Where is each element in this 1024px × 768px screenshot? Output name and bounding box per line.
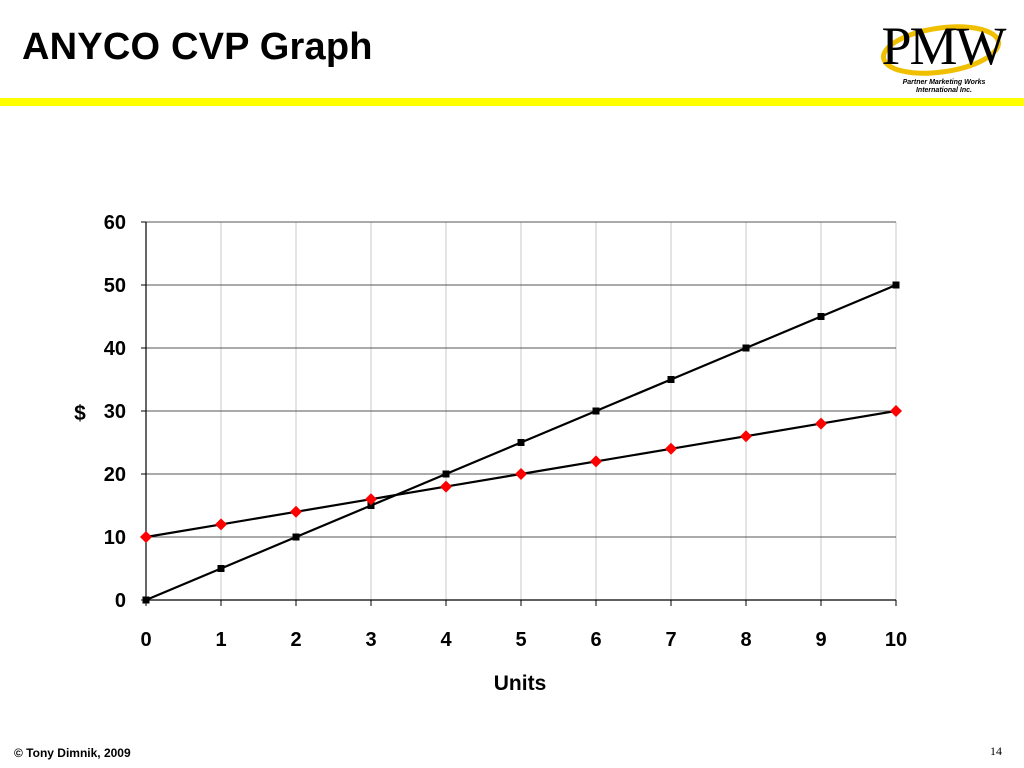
series-1-point [742,344,750,352]
logo-caption: Partner Marketing Works International In… [884,79,1004,95]
x-tick-label: 7 [665,629,676,651]
pmw-logo: PMW [880,16,1008,76]
x-tick-label: 5 [515,629,526,651]
series-1-point [592,407,600,415]
title-underline [0,98,1024,106]
chart-axes [141,221,897,606]
series-2-point [515,468,527,480]
y-tick-label: 0 [115,590,126,612]
series-2-point [290,505,302,518]
page-number: 14 [990,744,1002,758]
series-1-point [892,281,900,289]
x-tick-label: 6 [590,629,601,651]
series-2-point [740,430,752,443]
slide-title: ANYCO CVP Graph [22,26,373,68]
logo-caption-line2: International Inc. [915,87,972,94]
chart-series-markers [140,281,902,604]
logo-ring [880,24,1002,76]
x-tick-label: 9 [815,629,826,651]
series-2-point [890,405,902,417]
chart-grid [146,221,897,600]
x-tick-label: 4 [440,629,452,651]
series-2-point [815,417,827,430]
series-1-point [217,565,225,572]
x-tick-label: 1 [215,629,226,651]
y-tick-label: 50 [104,275,126,297]
series-1-point [517,439,525,446]
series-2-point [590,455,602,468]
x-tick-label: 10 [885,629,907,651]
series-2-point [215,518,227,531]
logo-mark: PMW [881,16,1006,76]
y-tick-label: 40 [104,338,126,360]
series-1-point [292,533,300,541]
x-tick-label: 0 [140,629,151,651]
chart-tick-labels: 0 10 20 30 40 50 60 0 1 2 3 4 5 6 7 8 9 10 [104,212,907,651]
x-tick-label: 8 [740,629,751,651]
x-tick-label: 2 [290,629,301,651]
series-1-point [817,313,825,320]
y-axis-title: $ [74,402,86,425]
y-tick-label: 20 [104,464,126,486]
series-1-point [142,596,150,604]
copyright-notice: © Tony Dimnik, 2009 [14,746,131,760]
y-tick-label: 10 [104,527,126,549]
y-tick-label: 30 [104,401,126,423]
x-axis-title: Units [494,672,547,695]
y-tick-label: 60 [104,212,126,234]
x-tick-label: 3 [365,629,376,651]
series-1-point [367,502,375,509]
series-1-point [442,470,450,478]
logo-caption-line1: Partner Marketing Works [902,79,986,86]
series-1-point [667,376,675,383]
series-2-point [665,442,677,455]
series-2-point [140,531,152,543]
series-2-point [365,493,377,506]
series-2-point [440,480,452,493]
